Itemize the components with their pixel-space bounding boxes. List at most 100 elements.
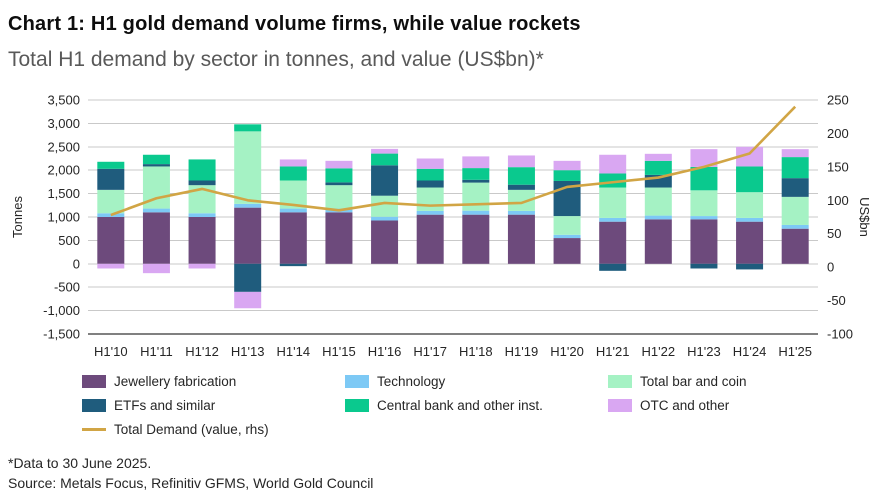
bar-segment — [416, 187, 444, 211]
legend-item: ETFs and similar — [82, 398, 345, 413]
bar-segment — [644, 187, 672, 216]
bar-segment — [553, 234, 581, 239]
legend-swatch — [345, 375, 369, 388]
bar-segment — [507, 214, 535, 264]
bar-segment — [462, 156, 490, 169]
bar-segment — [97, 161, 125, 169]
legend-item: Technology — [345, 374, 608, 389]
bar-segment — [599, 221, 627, 264]
legend-swatch — [608, 375, 632, 388]
bar-segment — [690, 219, 718, 264]
bar-segment — [781, 149, 809, 158]
bar-segment — [736, 192, 764, 218]
bar-segment — [371, 148, 399, 154]
bar-segment — [736, 146, 764, 167]
legend-item: Central bank and other inst. — [345, 398, 608, 413]
bar-segment — [736, 263, 764, 270]
bar-segment — [142, 154, 170, 165]
bars — [97, 124, 809, 309]
bar-segment — [462, 214, 490, 264]
bar-segment — [507, 155, 535, 168]
bar-segment — [188, 159, 216, 181]
bar-segment — [234, 203, 262, 208]
bar-segment — [416, 180, 444, 188]
legend-item: OTC and other — [608, 398, 870, 413]
legend-swatch — [82, 375, 106, 388]
bar-segment — [599, 217, 627, 222]
bar-segment — [97, 213, 125, 217]
chart-footer: *Data to 30 June 2025. Source: Metals Fo… — [8, 453, 870, 493]
y-axis-right-tick: 250 — [827, 93, 849, 108]
x-axis-category-label: H1'17 — [413, 344, 447, 359]
bar-segment — [371, 220, 399, 264]
x-axis-category-label: H1'10 — [94, 344, 128, 359]
bar-segment — [553, 238, 581, 264]
bar-segment — [781, 196, 809, 225]
bar-segment — [690, 190, 718, 217]
x-axis-category-label: H1'18 — [459, 344, 493, 359]
bar-segment — [279, 212, 307, 264]
source: Source: Metals Focus, Refinitiv GFMS, Wo… — [8, 475, 374, 491]
y-axis-right-tick: 150 — [827, 159, 849, 174]
bar-segment — [234, 124, 262, 132]
bar-segment — [462, 182, 490, 211]
bar-segment — [325, 160, 353, 169]
legend-swatch — [345, 399, 369, 412]
bar-segment — [279, 208, 307, 213]
bar-segment — [644, 219, 672, 264]
y-axis-right-tick: -50 — [827, 293, 846, 308]
y-axis-left-tick: -500 — [54, 280, 80, 295]
bar-segment — [142, 164, 170, 167]
bar-segment — [97, 189, 125, 214]
bar-segment — [234, 291, 262, 309]
bar-segment — [690, 149, 718, 167]
bar-segment — [371, 153, 399, 166]
bar-segment — [371, 195, 399, 217]
chart-subtitle: Total H1 demand by sector in tonnes, and… — [8, 48, 544, 71]
bar-segment — [416, 210, 444, 215]
bar-segment — [462, 168, 490, 180]
bar-segment — [371, 165, 399, 196]
footnote: *Data to 30 June 2025. — [8, 455, 152, 471]
bar-segment — [507, 184, 535, 190]
bar-segment — [325, 212, 353, 264]
bar-segment — [188, 217, 216, 264]
legend-item: Total Demand (value, rhs) — [82, 422, 345, 437]
x-axis-category-label: H1'20 — [550, 344, 584, 359]
bar-segment — [416, 214, 444, 264]
bar-segment — [553, 170, 581, 181]
y-axis-left-tick: -1,500 — [43, 327, 80, 342]
bar-segment — [234, 207, 262, 264]
y-axis-left-tick: 0 — [73, 256, 80, 271]
bar-segment — [234, 131, 262, 204]
bar-segment — [781, 178, 809, 197]
bar-segment — [690, 216, 718, 220]
bar-segment — [325, 168, 353, 183]
y-axis-left-tick: 1,500 — [47, 186, 80, 201]
bar-segment — [97, 168, 125, 190]
legend-label: ETFs and similar — [114, 398, 216, 413]
bar-segment — [644, 215, 672, 220]
legend-label: Jewellery fabrication — [114, 374, 237, 389]
bar-segment — [188, 180, 216, 186]
bar-segment — [644, 153, 672, 161]
y-axis-right-title: US$bn — [857, 197, 870, 237]
bar-segment — [553, 216, 581, 235]
x-axis-category-label: H1'15 — [322, 344, 356, 359]
bar-segment — [416, 168, 444, 181]
bar-segment — [371, 216, 399, 221]
y-axis-left-tick: 3,500 — [47, 93, 80, 108]
bar-segment — [736, 217, 764, 222]
y-axis-left-tick: 500 — [58, 233, 80, 248]
bar-segment — [325, 182, 353, 186]
bar-segment — [97, 263, 125, 269]
bar-segment — [507, 210, 535, 215]
legend-swatch — [608, 399, 632, 412]
x-axis-category-label: H1'13 — [231, 344, 265, 359]
bar-segment — [644, 160, 672, 175]
legend-line-swatch — [82, 428, 106, 431]
x-axis-category-label: H1'11 — [140, 344, 173, 359]
bar-segment — [142, 208, 170, 213]
bar-segment — [462, 179, 490, 183]
legend-label: Technology — [377, 374, 446, 389]
